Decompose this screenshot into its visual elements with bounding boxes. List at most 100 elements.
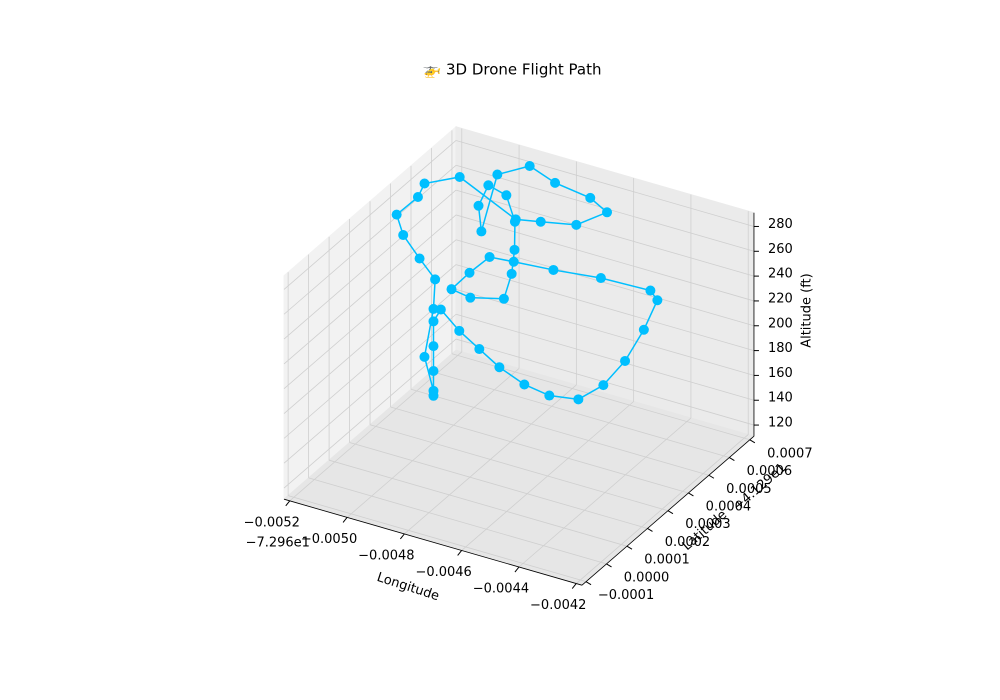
grid-line bbox=[455, 214, 755, 302]
flight-point bbox=[506, 268, 517, 279]
flight-point bbox=[419, 178, 430, 189]
tick-mark bbox=[647, 528, 653, 532]
x-tick-label: −0.0048 bbox=[358, 548, 414, 563]
z-tick-label: 280 bbox=[768, 217, 793, 232]
x-tick-label: −0.0042 bbox=[530, 598, 586, 613]
flight-point bbox=[524, 160, 535, 171]
flight-point bbox=[428, 341, 439, 352]
z-tick-label: 220 bbox=[768, 291, 793, 306]
x-tick-label: −0.0052 bbox=[244, 515, 300, 530]
y-tick-label: 0.0006 bbox=[747, 464, 793, 479]
y-tick-label: −0.0001 bbox=[598, 588, 654, 603]
flight-point bbox=[595, 273, 606, 284]
grid-line bbox=[283, 140, 457, 290]
grid-line bbox=[283, 264, 457, 414]
flight-point bbox=[571, 219, 582, 230]
tick-mark bbox=[606, 563, 612, 568]
flight-point bbox=[412, 192, 423, 203]
y-tick-label: 0.0003 bbox=[685, 517, 731, 532]
flight-point bbox=[598, 380, 609, 391]
grid-line bbox=[288, 495, 587, 583]
flight-point bbox=[620, 355, 631, 366]
z-tick-label: 240 bbox=[768, 267, 793, 282]
x-tick-label: −0.0046 bbox=[415, 565, 471, 580]
flight-point bbox=[494, 362, 505, 373]
grid-line bbox=[328, 459, 628, 547]
grid-line bbox=[349, 442, 648, 529]
flight-point bbox=[573, 394, 584, 405]
flight-point bbox=[498, 293, 509, 304]
x-tick-label: −0.0050 bbox=[301, 532, 357, 547]
x-tick-label: −0.0044 bbox=[473, 582, 529, 597]
tick-mark bbox=[342, 517, 348, 523]
grid-line bbox=[455, 140, 755, 227]
grid-line bbox=[431, 371, 730, 458]
flight-point bbox=[550, 177, 561, 188]
z-tick-label: 260 bbox=[768, 242, 793, 257]
flight-point bbox=[428, 316, 439, 327]
flight-point bbox=[508, 256, 519, 267]
flight-point bbox=[519, 379, 530, 390]
flight-point bbox=[430, 274, 441, 285]
grid-line bbox=[455, 239, 755, 327]
z-tick-label: 200 bbox=[768, 316, 793, 331]
flight-point bbox=[501, 190, 512, 201]
tick-mark bbox=[457, 550, 463, 556]
tick-mark bbox=[729, 457, 735, 461]
grid-line bbox=[369, 424, 669, 512]
grid-line bbox=[283, 239, 457, 390]
flight-point bbox=[391, 209, 402, 220]
z-tick-label: 180 bbox=[768, 341, 793, 356]
tick-mark bbox=[514, 566, 520, 573]
grid-line bbox=[283, 289, 457, 439]
tick-mark bbox=[399, 533, 405, 540]
flight-point bbox=[535, 216, 546, 227]
flight-point bbox=[419, 351, 430, 362]
tick-mark bbox=[585, 581, 592, 586]
tick-mark bbox=[708, 474, 715, 479]
flight-point bbox=[602, 207, 613, 218]
flight-point bbox=[435, 304, 446, 315]
tick-mark bbox=[285, 500, 291, 507]
flight-point bbox=[465, 292, 476, 303]
flight-point bbox=[398, 230, 409, 241]
flight-point bbox=[645, 285, 656, 296]
z-axis-label: Altitude (ft) bbox=[799, 273, 814, 348]
y-tick-label: 0.0002 bbox=[665, 535, 711, 550]
flight-point bbox=[483, 180, 494, 191]
flight-point bbox=[638, 324, 649, 335]
flight-point bbox=[510, 214, 521, 225]
flight-point bbox=[464, 267, 475, 278]
grid-line bbox=[283, 189, 457, 340]
flight-point bbox=[454, 171, 465, 182]
grid-line bbox=[455, 289, 755, 376]
y-axis-line bbox=[581, 435, 755, 586]
tick-mark bbox=[667, 510, 674, 515]
flight-point bbox=[414, 253, 425, 264]
grid-line bbox=[390, 406, 689, 494]
flight-point bbox=[509, 244, 520, 255]
grid-line bbox=[455, 313, 755, 401]
flight-point bbox=[473, 200, 484, 211]
tick-mark bbox=[688, 492, 694, 497]
y-tick-label: 0.0004 bbox=[706, 499, 752, 514]
tick-mark bbox=[626, 545, 633, 550]
chart-title: 🚁 3D Drone Flight Path bbox=[423, 61, 602, 79]
z-tick-label: 160 bbox=[768, 366, 793, 381]
flight-point bbox=[428, 365, 439, 376]
grid-line bbox=[308, 477, 607, 565]
y-tick-label: 0.0007 bbox=[767, 446, 813, 461]
flight-point bbox=[476, 226, 487, 237]
flight-point bbox=[585, 192, 596, 203]
grid-line bbox=[455, 189, 755, 277]
flight-point bbox=[652, 295, 663, 306]
flight-point bbox=[428, 385, 439, 396]
y-tick-label: 0.0005 bbox=[726, 482, 772, 497]
flight-point bbox=[428, 303, 439, 314]
grid-line bbox=[283, 214, 457, 365]
x-offset-label: −7.296e1 bbox=[246, 535, 310, 550]
y-tick-label: 0.0000 bbox=[624, 570, 670, 585]
z-tick-label: 140 bbox=[768, 391, 793, 406]
